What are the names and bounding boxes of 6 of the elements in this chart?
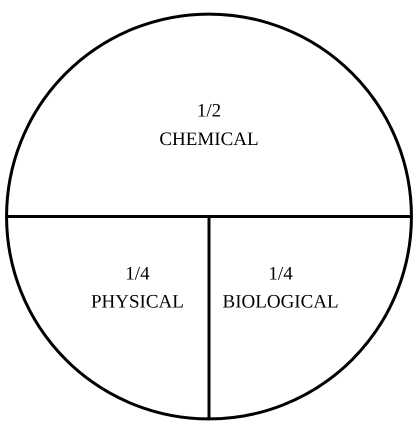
slice-label: BIOLOGICAL xyxy=(222,292,339,313)
slice-label: PHYSICAL xyxy=(90,292,184,313)
slice-label: CHEMICAL xyxy=(159,129,259,150)
data-label: 1/2 xyxy=(196,100,222,122)
data-label: 1/4 xyxy=(125,263,150,284)
data-label: 1/4 xyxy=(268,263,294,284)
